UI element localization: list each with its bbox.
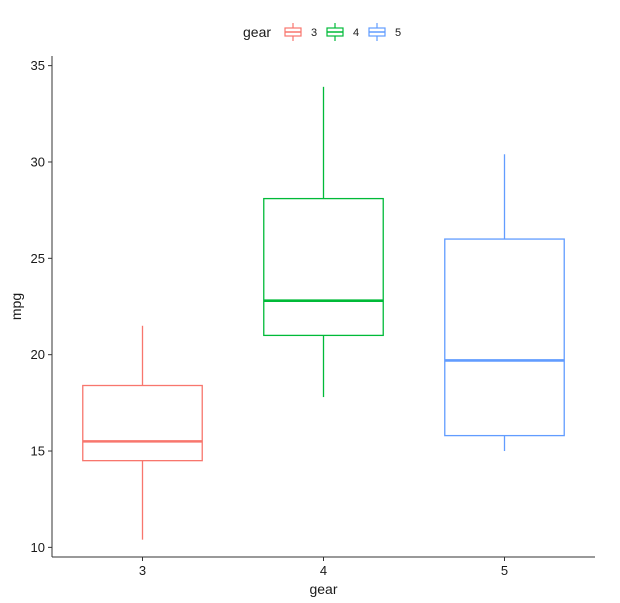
y-axis-title: mpg (8, 293, 24, 320)
y-tick-label: 25 (31, 251, 45, 266)
legend-label-4: 4 (353, 27, 359, 39)
iqr-box (82, 384, 203, 462)
axes: 10 15 20 25 30 35 3 4 5 (31, 56, 595, 578)
x-tick-label: 4 (320, 563, 327, 578)
box-gear-4 (263, 86, 384, 398)
x-tick-label: 5 (501, 563, 508, 578)
legend-label-3: 3 (311, 27, 317, 39)
box-gear-3 (82, 325, 203, 540)
y-tick-label: 30 (31, 154, 45, 169)
box-gear-5 (444, 154, 565, 452)
legend-title: gear (243, 24, 271, 40)
y-tick-label: 35 (31, 58, 45, 73)
iqr-box (444, 238, 565, 437)
x-tick-label: 3 (139, 563, 146, 578)
iqr-box (263, 197, 384, 337)
legend: gear 3 4 5 (243, 23, 401, 41)
legend-label-5: 5 (395, 27, 401, 39)
legend-key-5 (368, 23, 386, 41)
plot-area (82, 86, 565, 540)
y-tick-label: 20 (31, 347, 45, 362)
y-tick-label: 15 (31, 444, 45, 459)
legend-key-4 (326, 23, 344, 41)
legend-key-3 (284, 23, 302, 41)
x-axis-title: gear (309, 581, 337, 597)
y-tick-label: 10 (31, 540, 45, 555)
